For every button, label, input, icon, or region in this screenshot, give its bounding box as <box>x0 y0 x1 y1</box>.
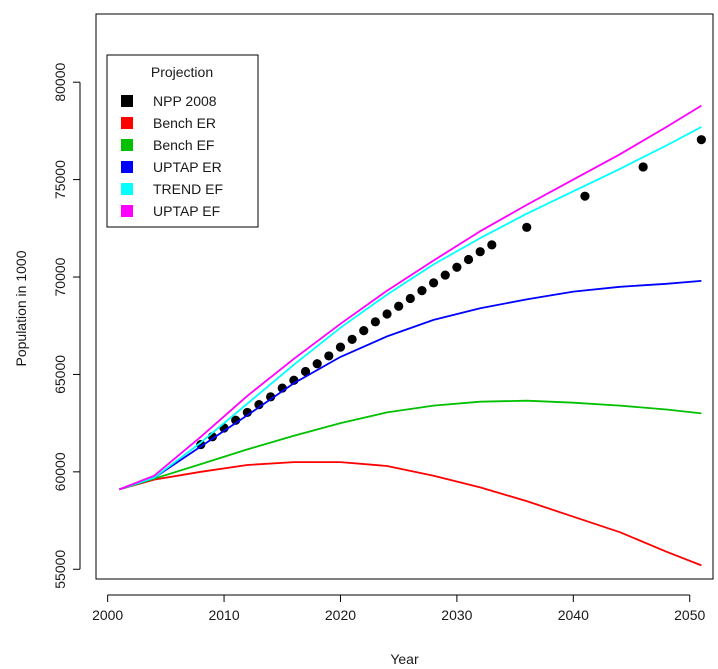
legend-label: Bench ER <box>153 115 216 131</box>
y-tick-label: 60000 <box>52 452 68 491</box>
x-tick-label: 2000 <box>92 607 123 623</box>
x-tick-label: 2030 <box>441 607 472 623</box>
y-axis: 55000 60000 65000 70000 75000 80000 <box>52 63 81 589</box>
legend-item-trend-ef: TREND EF <box>121 181 223 197</box>
y-tick-label: 70000 <box>52 257 68 296</box>
legend-item-uptap-er: UPTAP ER <box>121 159 222 175</box>
x-axis: 2000 2010 2020 2030 2040 2050 <box>92 594 705 623</box>
data-point <box>580 191 590 201</box>
data-point <box>638 162 648 172</box>
legend-title: Projection <box>151 64 213 80</box>
data-point <box>452 262 462 272</box>
data-point <box>440 270 450 280</box>
legend-swatch <box>121 95 133 107</box>
data-point <box>347 334 357 344</box>
data-point <box>696 135 706 145</box>
x-tick-label: 2020 <box>325 607 356 623</box>
data-point <box>254 400 264 410</box>
plot-frame <box>95 13 714 580</box>
legend-swatch <box>121 139 133 151</box>
data-point <box>370 317 380 327</box>
y-tick-label: 80000 <box>52 63 68 102</box>
legend-label: UPTAP EF <box>153 203 220 219</box>
legend-label: Bench EF <box>153 137 214 153</box>
series-npp-2008 <box>196 135 706 450</box>
data-point <box>300 366 311 377</box>
legend-items: NPP 2008 Bench ER Bench EF UPTAP ER TREND EF… <box>121 93 223 219</box>
legend: Projection NPP 2008 Bench ER Bench EF UPTAP… <box>106 54 259 228</box>
y-tick-label: 75000 <box>52 160 68 199</box>
y-axis-title: Population in 1000 <box>13 250 29 366</box>
data-point <box>463 254 474 265</box>
data-point <box>417 286 427 296</box>
legend-item-uptap-ef: UPTAP EF <box>121 203 220 219</box>
data-point <box>312 359 322 369</box>
x-axis-title: Year <box>390 651 419 667</box>
legend-swatch <box>121 205 133 217</box>
x-tick-label: 2010 <box>208 607 239 623</box>
data-point <box>405 293 415 304</box>
x-tick-label: 2040 <box>558 607 589 623</box>
series-line-trend-ef <box>119 126 702 491</box>
series-line-uptap-er <box>119 280 702 491</box>
series-line-bench-ef <box>119 399 702 491</box>
legend-swatch <box>121 117 133 129</box>
series-layer <box>118 104 706 567</box>
legend-label: UPTAP ER <box>153 159 222 175</box>
legend-label: NPP 2008 <box>153 93 217 109</box>
data-point <box>266 392 276 402</box>
data-point <box>487 240 497 250</box>
data-point <box>335 342 346 352</box>
legend-swatch <box>121 161 133 173</box>
legend-swatch <box>121 183 133 195</box>
y-tick-label: 65000 <box>52 355 68 394</box>
x-tick-label: 2050 <box>674 607 705 623</box>
data-point <box>324 351 334 361</box>
legend-label: TREND EF <box>153 181 223 197</box>
data-point <box>522 222 532 232</box>
legend-item-bench-er: Bench ER <box>121 115 216 131</box>
series-line-uptap-ef <box>118 104 702 491</box>
legend-item-npp-2008: NPP 2008 <box>121 93 217 109</box>
data-point <box>359 325 369 336</box>
data-point <box>382 309 392 319</box>
data-point <box>475 247 485 257</box>
data-point <box>429 278 439 288</box>
y-tick-label: 55000 <box>52 550 68 589</box>
plot-border <box>95 13 714 580</box>
legend-item-bench-ef: Bench EF <box>121 137 214 153</box>
data-point <box>196 439 206 450</box>
series-line-bench-er <box>119 461 702 567</box>
data-point <box>394 301 404 311</box>
